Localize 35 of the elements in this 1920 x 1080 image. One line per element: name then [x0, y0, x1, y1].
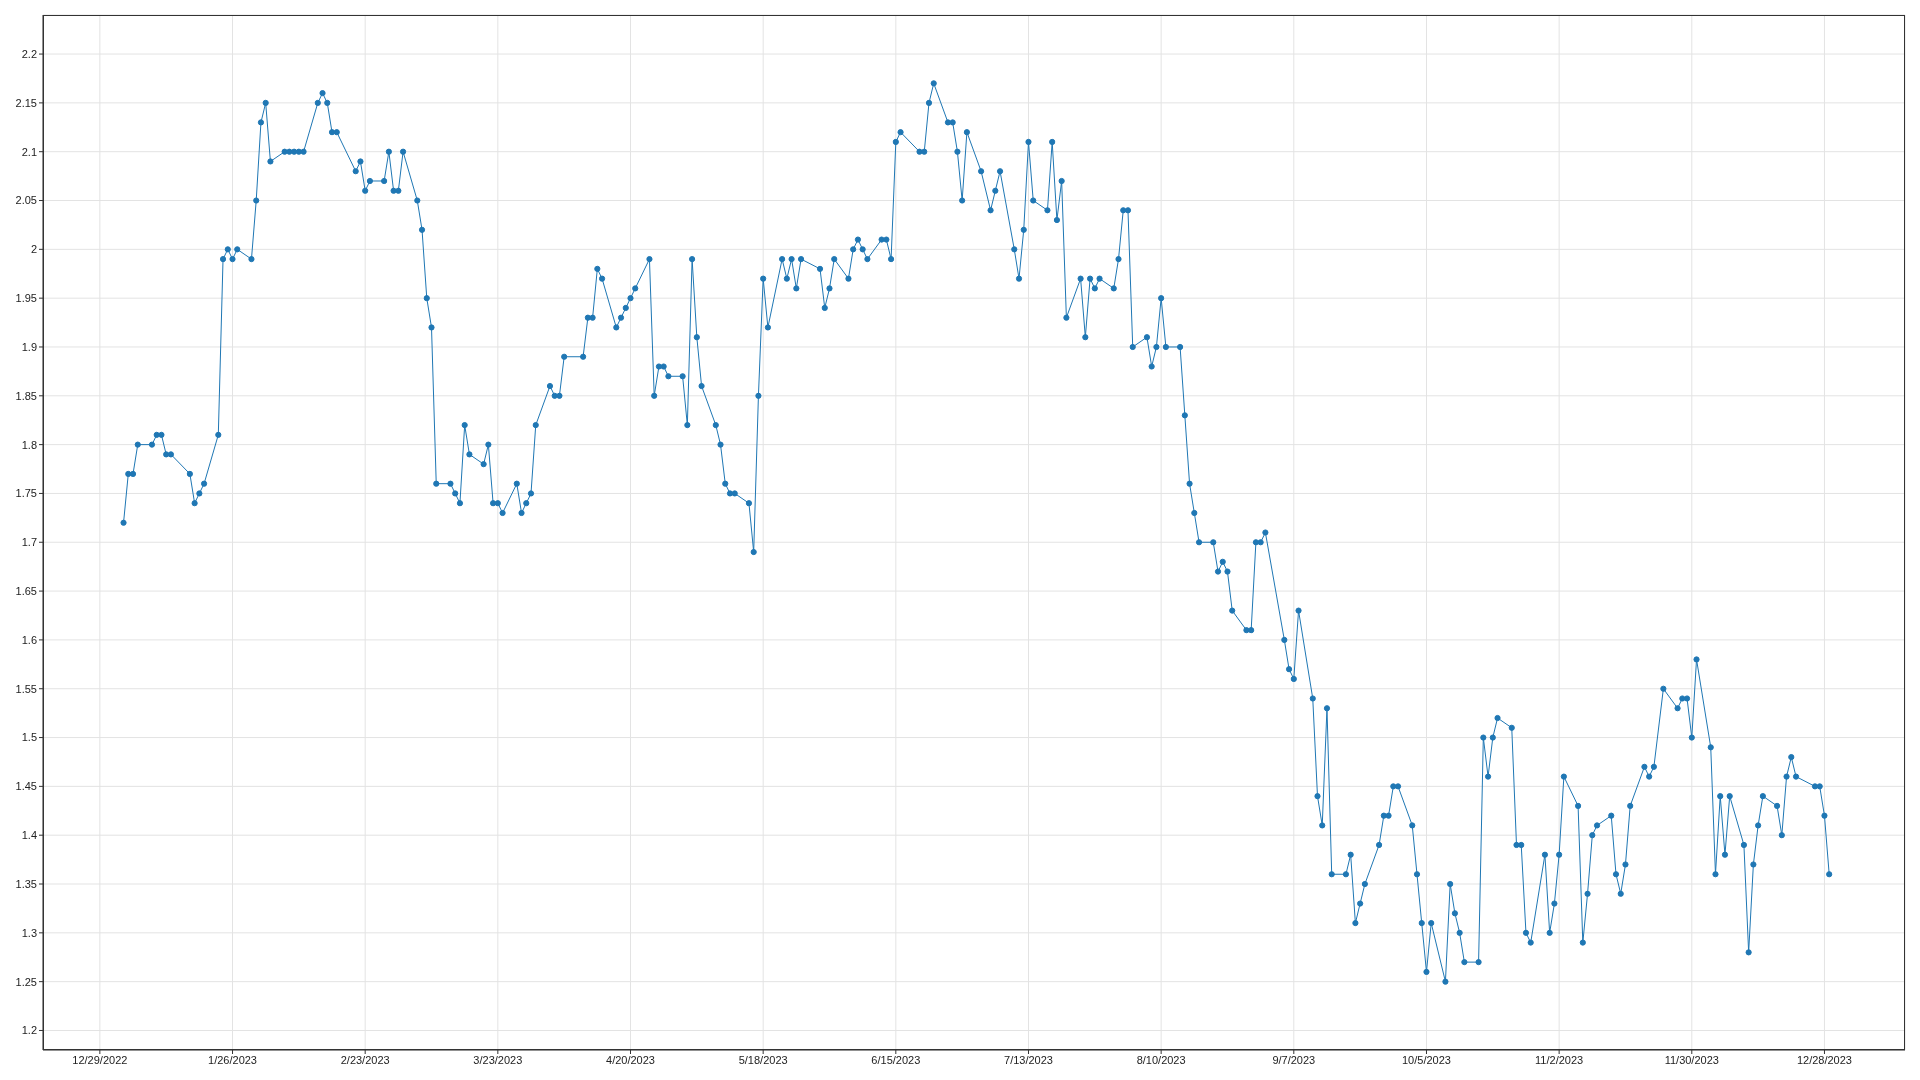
x-tick-label: 2/23/2023 [340, 1053, 390, 1066]
y-tick-label: 2 [30, 243, 37, 256]
x-tick-label: 1/26/2023 [208, 1053, 257, 1066]
y-tick-label: 1.35 [15, 877, 37, 890]
x-tick-label: 12/28/2023 [1796, 1053, 1852, 1066]
y-tick-label: 1.45 [15, 780, 37, 793]
y-tick-label: 2.15 [15, 96, 37, 109]
y-tick-label: 2.1 [21, 145, 37, 158]
x-tick-label: 11/30/2023 [1664, 1053, 1719, 1066]
y-tick-label: 2.05 [15, 194, 37, 207]
y-tick-label: 1.2 [21, 1024, 37, 1037]
y-tick-label: 1.25 [15, 975, 37, 988]
y-tick-label: 2.2 [21, 47, 37, 60]
x-tick-label: 8/10/2023 [1136, 1053, 1186, 1066]
x-tick-label: 12/29/2022 [72, 1053, 128, 1066]
y-tick-label: 1.6 [21, 633, 37, 646]
y-tick-label: 1.3 [21, 926, 37, 939]
x-tick-label: 11/2/2023 [1535, 1053, 1584, 1066]
x-tick-label: 7/13/2023 [1004, 1053, 1053, 1066]
x-tick-label: 6/15/2023 [871, 1053, 921, 1066]
y-tick-label: 1.95 [15, 292, 37, 305]
y-tick-label: 1.9 [21, 340, 37, 353]
x-tick-label: 9/7/2023 [1272, 1053, 1316, 1066]
x-tick-label: 5/18/2023 [738, 1053, 788, 1066]
y-tick-label: 1.55 [15, 682, 37, 695]
y-tick-label: 1.7 [21, 536, 37, 549]
y-tick-label: 1.8 [21, 438, 37, 451]
x-tick-label: 3/23/2023 [473, 1053, 523, 1066]
y-tick-label: 1.4 [21, 829, 37, 842]
x-tick-label: 10/5/2023 [1402, 1053, 1451, 1066]
y-tick-label: 1.75 [15, 487, 37, 500]
y-tick-label: 1.85 [15, 389, 37, 402]
y-tick-label: 1.5 [21, 731, 37, 744]
x-tick-label: 4/20/2023 [606, 1053, 655, 1066]
y-tick-label: 1.65 [15, 584, 37, 597]
